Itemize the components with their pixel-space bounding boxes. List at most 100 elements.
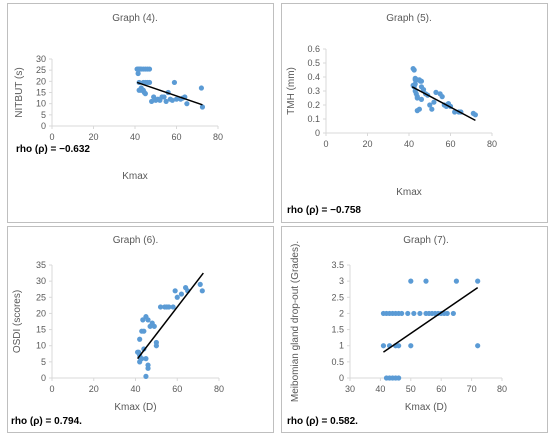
data-point [396,375,402,381]
data-point [411,67,417,73]
data-point [142,79,148,86]
rho-label: rho (ρ) [16,144,48,155]
x-tick-label: 60 [445,139,455,149]
y-tick-label: 0.6 [307,44,320,54]
data-point [414,77,420,83]
y-tick-label: 3 [339,276,344,286]
data-point [380,343,387,349]
data-point [416,106,422,112]
data-point [157,304,164,310]
chart-panel-graph-4: Graph (4). 0 20 40 60 80 0 5 10 15 20 25 30 Kmax NITBU… [7,3,274,223]
y-tick-label: 30 [36,276,46,286]
x-tick-label: 20 [88,132,98,142]
rho-value: = −0.632 [47,144,91,155]
data-point [172,288,178,294]
x-axis-label: Kmax [122,171,148,182]
y-tick-label: 0.3 [307,86,320,96]
rho-value: = −0.758 [318,205,362,216]
y-axis-label: NITBUT (s) [14,67,25,117]
data-point [453,278,459,284]
chart-panel-graph-5: Graph (5). 0 20 40 60 80 0 0.1 0.2 0.3 0.4 0.5 0.6 Km… [281,3,548,223]
x-tick-label: 0 [49,384,54,394]
rho-label: rho (ρ) [11,416,43,427]
data-point [143,356,149,362]
data-point [145,317,151,323]
data-point [417,310,423,317]
y-tick-label: 25 [36,65,46,75]
x-tick-label: 60 [436,384,446,394]
data-point [475,278,481,284]
chart-title: Graph (4). [112,13,158,24]
data-point [199,288,205,294]
data-point [405,310,411,317]
y-tick-label: 20 [36,76,46,86]
data-point [143,373,149,379]
y-tick-label: 0.5 [307,58,320,68]
data-point [450,310,456,317]
data-point [433,89,439,95]
x-tick-label: 50 [406,384,416,394]
data-point [153,339,159,346]
trend-line [383,286,479,353]
data-point [135,70,141,77]
chart-panel-graph-7: Graph (7). 30 40 50 60 70 80 0 0.5 1 1.5 2 2.5 3 3.5 Km… [281,226,548,433]
data-point [174,294,180,300]
y-tick-label: 1.5 [331,325,344,335]
x-tick-label: 60 [171,132,181,142]
data-point [475,343,481,349]
chart-title: Graph (5). [386,13,432,24]
data-point [408,343,414,349]
y-tick-label: 10 [36,99,46,109]
x-axis-label: Kmax (D) [114,402,156,413]
data-point [418,96,425,102]
y-tick-label: 5 [41,110,46,120]
rho-label: rho (ρ) [287,416,319,427]
data-point [138,87,144,93]
y-tick-label: 10 [36,341,46,351]
rho-annotation-graph-7: rho (ρ) = 0.582. [287,416,358,427]
y-tick-label: 15 [36,88,46,98]
chart-graph-6: Graph (6). 0 20 40 60 80 0 5 10 15 20 25 30 35 Kmax (D… [12,235,224,413]
y-tick-label: 30 [36,54,46,64]
x-tick-label: 20 [89,384,99,394]
data-point [139,356,145,362]
data-point [141,328,147,334]
data-point [439,94,445,100]
rho-annotation-graph-6: rho (ρ) = 0.794. [11,416,82,427]
data-point [198,85,204,91]
data-point [149,98,155,105]
x-tick-label: 80 [213,132,223,142]
chart-graph-4: Graph (4).0 20 40 60 80051015202530KmaxNITBU… [14,13,223,182]
data-point [171,79,178,86]
x-axis-label: Kmax [396,187,422,198]
data-point [184,101,190,107]
data-point [418,78,425,84]
data-point [472,112,478,118]
rho-value: = 0.794. [42,416,82,427]
chart-graph-7: Graph (7). 30 40 50 60 70 80 0 0.5 1 1.5 2 2.5 3 3.5 Km… [290,235,507,413]
y-tick-label: 0 [339,373,344,383]
data-point [166,304,172,310]
data-point [396,343,402,349]
y-tick-label: 2.5 [331,292,344,302]
data-point [444,310,450,317]
y-tick-label: 20 [36,308,46,318]
y-tick-label: 35 [36,260,46,270]
data-point [169,97,175,103]
y-axis-label: TMH (mm) [286,67,297,115]
rho-annotation-graph-4: rho (ρ) = −0.632 [16,144,90,155]
data-point [414,95,420,101]
x-tick-label: 40 [130,384,140,394]
data-point [199,104,206,110]
y-axis-label: OSDI (scores) [12,290,23,353]
y-tick-label: 2 [339,308,344,318]
trend-line [411,86,476,122]
data-point [161,94,167,100]
y-tick-label: 0.2 [307,100,320,110]
trend-line [136,81,203,106]
data-point [146,79,153,86]
data-point [145,365,151,371]
data-point [412,81,418,87]
x-tick-label: 70 [467,384,477,394]
data-point [423,278,429,284]
